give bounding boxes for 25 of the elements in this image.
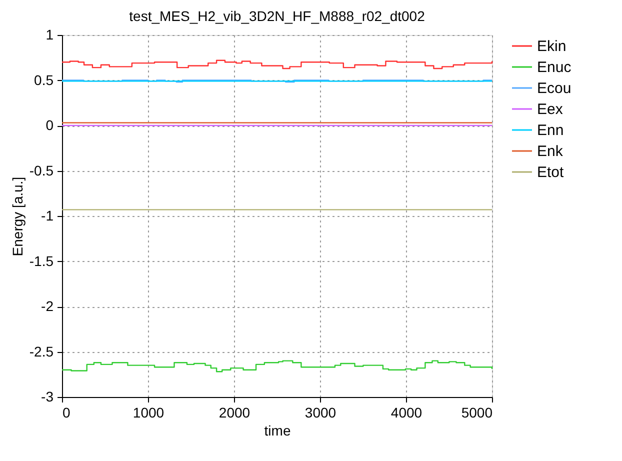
y-tick-label: -0.5 [29,162,54,178]
y-tick-label: -2 [41,298,54,314]
legend-label: Enk [537,143,564,160]
legend-label: Etot [537,164,565,181]
x-tick-label: 4000 [390,404,422,420]
y-tick-label: 0 [46,117,54,133]
x-tick-label: 5000 [461,404,493,420]
y-tick-label: -1 [41,208,54,224]
chart-title: test_MES_H2_vib_3D2N_HF_M888_r02_dt002 [129,8,426,24]
legend-label: Enn [537,122,564,139]
legend-label: Enuc [537,59,572,76]
x-tick-label: 2000 [218,404,250,420]
y-tick-label: -3 [41,388,54,404]
x-axis-title: time [264,422,291,438]
y-tick-label: -2.5 [29,343,54,360]
x-tick-label: 3000 [304,404,336,420]
y-tick-label: -1.5 [29,252,54,269]
legend-label: Ecou [537,80,572,97]
y-tick-label: 0.5 [34,72,54,88]
legend-label: Ekin [537,38,566,55]
y-axis-title: Energy [a.u.] [9,176,26,256]
x-tick-label: 0 [62,404,70,420]
x-tick-label: 1000 [132,404,164,420]
y-tick-label: 1 [46,26,54,42]
legend-label: Eex [537,101,564,118]
